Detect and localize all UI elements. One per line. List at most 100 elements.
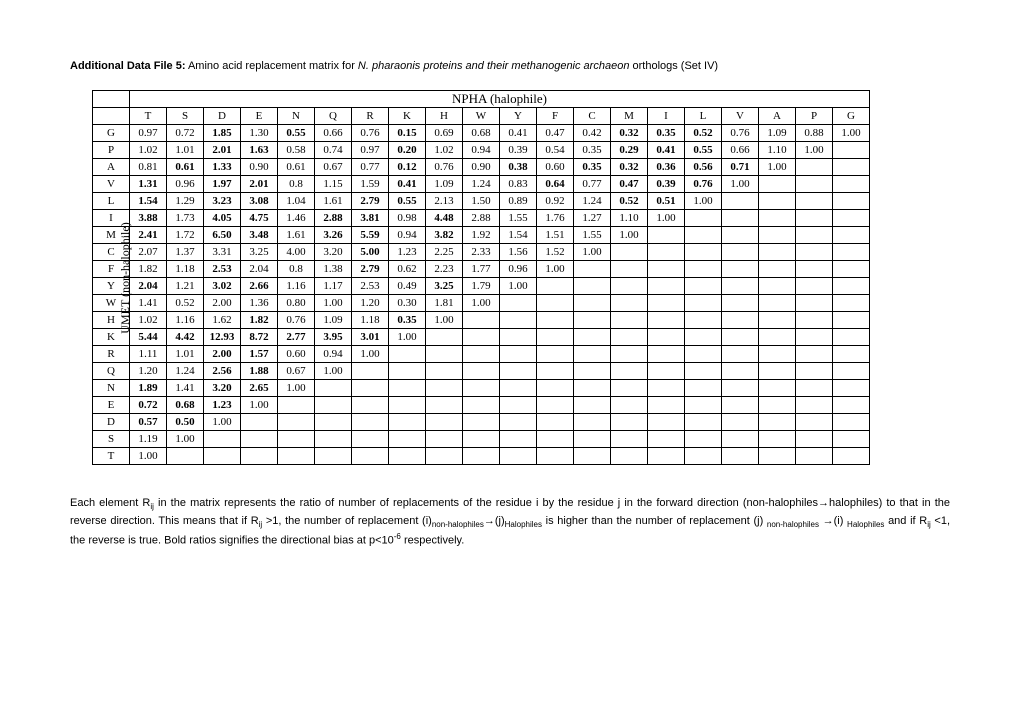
matrix-cell: [759, 261, 796, 278]
caption-text: →(i): [819, 515, 847, 527]
column-header: R: [352, 108, 389, 125]
matrix-cell: [796, 380, 833, 397]
matrix-cell: [315, 380, 352, 397]
matrix-cell: [315, 431, 352, 448]
matrix-cell: [722, 244, 759, 261]
table-row: K5.444.4212.938.722.773.953.011.00: [93, 329, 870, 346]
matrix-cell: [574, 329, 611, 346]
matrix-cell: [796, 159, 833, 176]
matrix-cell: 8.72: [241, 329, 278, 346]
matrix-cell: 1.41: [167, 380, 204, 397]
matrix-cell: 0.35: [648, 125, 685, 142]
matrix-cell: [500, 346, 537, 363]
matrix-cell: 1.20: [352, 295, 389, 312]
matrix-cell: 0.52: [167, 295, 204, 312]
matrix-cell: [722, 295, 759, 312]
matrix-cell: [685, 295, 722, 312]
matrix-cell: 1.24: [167, 363, 204, 380]
matrix-cell: 0.77: [574, 176, 611, 193]
matrix-cell: [426, 346, 463, 363]
matrix-cell: 4.05: [204, 210, 241, 227]
table-row: I3.881.734.054.751.462.883.810.984.482.8…: [93, 210, 870, 227]
matrix-cell: 1.00: [315, 295, 352, 312]
corner-blank: [93, 91, 130, 108]
matrix-cell: 1.46: [278, 210, 315, 227]
matrix-cell: 2.04: [241, 261, 278, 278]
matrix-cell: [648, 431, 685, 448]
matrix-cell: [500, 363, 537, 380]
matrix-cell: 0.8: [278, 176, 315, 193]
matrix-cell: 2.41: [130, 227, 167, 244]
matrix-cell: 0.49: [389, 278, 426, 295]
matrix-cell: 1.18: [352, 312, 389, 329]
matrix-cell: 0.66: [315, 125, 352, 142]
table-row: V1.310.961.972.010.81.151.590.411.091.24…: [93, 176, 870, 193]
matrix-cell: 0.52: [611, 193, 648, 210]
matrix-cell: [833, 244, 870, 261]
matrix-cell: [500, 414, 537, 431]
matrix-cell: 2.33: [463, 244, 500, 261]
matrix-cell: 3.26: [315, 227, 352, 244]
matrix-cell: [426, 363, 463, 380]
matrix-cell: [648, 227, 685, 244]
matrix-cell: [537, 414, 574, 431]
matrix-cell: [722, 414, 759, 431]
title-plain-2: orthologs (Set IV): [629, 60, 718, 72]
matrix-cell: [685, 448, 722, 465]
matrix-cell: [685, 227, 722, 244]
matrix-cell: 0.47: [537, 125, 574, 142]
matrix-cell: [759, 295, 796, 312]
matrix-cell: 2.13: [426, 193, 463, 210]
matrix-cell: [241, 431, 278, 448]
matrix-cell: 1.24: [574, 193, 611, 210]
matrix-cell: 1.97: [204, 176, 241, 193]
matrix-cell: 1.37: [167, 244, 204, 261]
matrix-cell: 3.23: [204, 193, 241, 210]
matrix-cell: 0.92: [537, 193, 574, 210]
column-header: G: [833, 108, 870, 125]
matrix-cell: [759, 380, 796, 397]
matrix-cell: 0.58: [278, 142, 315, 159]
matrix-cell: 0.60: [278, 346, 315, 363]
matrix-cell: [500, 312, 537, 329]
matrix-cell: [648, 414, 685, 431]
matrix-cell: [463, 448, 500, 465]
matrix-cell: 1.15: [315, 176, 352, 193]
matrix-cell: 1.00: [426, 312, 463, 329]
matrix-cell: 0.98: [389, 210, 426, 227]
matrix-cell: [574, 295, 611, 312]
matrix-cell: [315, 448, 352, 465]
matrix-cell: 0.57: [130, 414, 167, 431]
matrix-cell: [241, 414, 278, 431]
table-row: E0.720.681.231.00: [93, 397, 870, 414]
matrix-cell: 12.93: [204, 329, 241, 346]
matrix-cell: 0.76: [352, 125, 389, 142]
row-header: V: [93, 176, 130, 193]
matrix-cell: [389, 397, 426, 414]
matrix-cell: 0.94: [315, 346, 352, 363]
matrix-cell: 0.8: [278, 261, 315, 278]
matrix-cell: [574, 312, 611, 329]
table-row: Q1.201.242.561.880.671.00: [93, 363, 870, 380]
matrix-cell: [833, 312, 870, 329]
matrix-cell: 1.54: [500, 227, 537, 244]
matrix-cell: 0.47: [611, 176, 648, 193]
matrix-cell: 0.94: [463, 142, 500, 159]
matrix-cell: 1.50: [463, 193, 500, 210]
table-row: G0.970.721.851.300.550.660.760.150.690.6…: [93, 125, 870, 142]
matrix-cell: 2.79: [352, 193, 389, 210]
matrix-cell: 1.09: [759, 125, 796, 142]
matrix-cell: 1.01: [167, 346, 204, 363]
matrix-cell: [833, 431, 870, 448]
table-row: N1.891.413.202.651.00: [93, 380, 870, 397]
matrix-cell: 2.53: [352, 278, 389, 295]
column-header: S: [167, 108, 204, 125]
title-plain-1: Amino acid replacement matrix for: [186, 60, 358, 72]
matrix-cell: 0.42: [574, 125, 611, 142]
matrix-cell: [833, 159, 870, 176]
matrix-cell: [648, 312, 685, 329]
matrix-cell: 1.52: [537, 244, 574, 261]
matrix-cell: [833, 227, 870, 244]
matrix-cell: 1.82: [130, 261, 167, 278]
matrix-cell: [537, 397, 574, 414]
